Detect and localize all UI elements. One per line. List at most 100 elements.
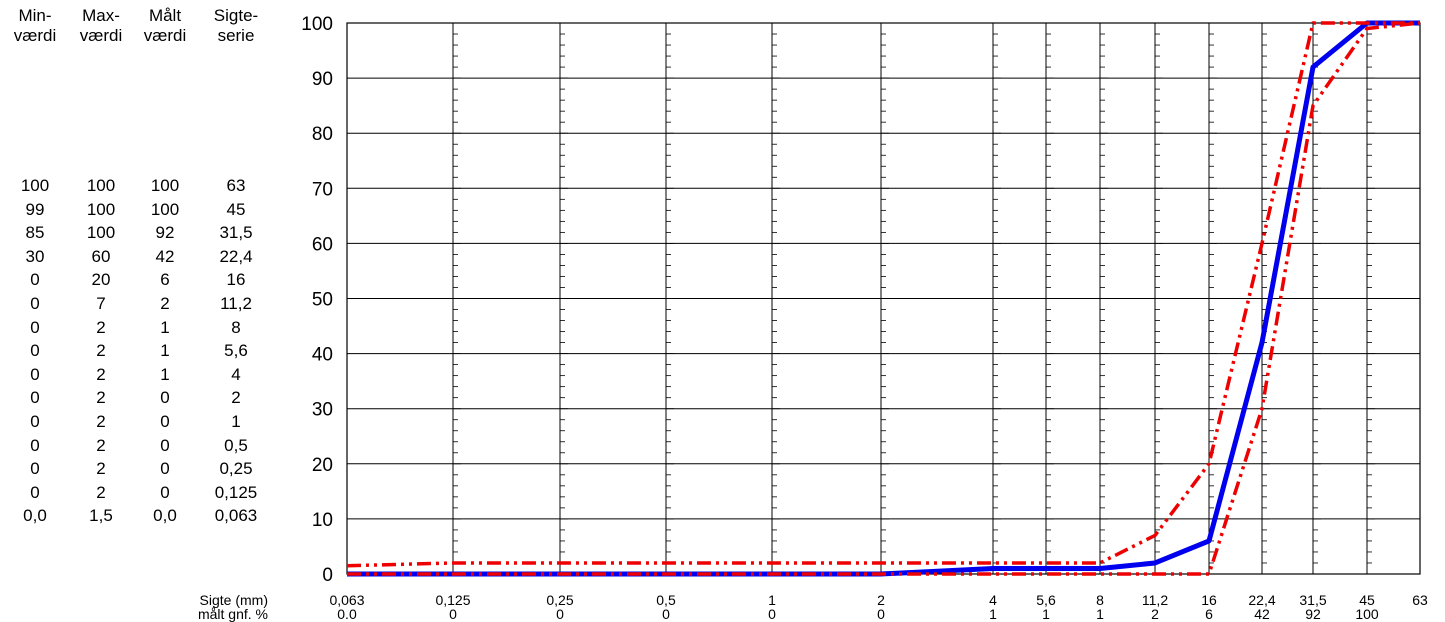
y-tick-label: 10 (312, 510, 333, 531)
table-cell: 2 (96, 388, 106, 408)
table-cell: 0 (160, 482, 170, 502)
table-cell: 20 (91, 270, 111, 290)
row2-value: 0 (556, 606, 564, 622)
x-tick-label: 0,125 (435, 592, 470, 608)
table-cell: 0 (30, 364, 40, 384)
row2-value: 6 (1205, 606, 1213, 622)
table-cell: 8 (231, 317, 241, 337)
table-cell: 1 (160, 341, 170, 361)
x-tick-label: 0,5 (656, 592, 676, 608)
row2-value: 1 (989, 606, 997, 622)
table-cell: 0,25 (219, 459, 253, 479)
table-cell: 7 (96, 294, 106, 313)
table-cell: 0 (160, 459, 170, 479)
table-header-line: serie (217, 26, 255, 45)
table-cell: 85 (25, 223, 45, 243)
row2-value: 1 (1042, 606, 1050, 622)
x-tick-label: 0,063 (329, 592, 364, 608)
table-cell: 92 (155, 223, 175, 243)
table-cell: 0 (160, 388, 170, 408)
x-tick-label: 63 (1412, 592, 1428, 608)
table-cell: 30 (25, 246, 45, 266)
y-tick-label: 70 (312, 179, 333, 200)
row2-value: 0 (662, 606, 670, 622)
table-cell: 0 (30, 435, 40, 455)
table-cell: 45 (226, 199, 246, 219)
table-cell: 100 (150, 199, 180, 219)
row2-value: 0 (768, 606, 776, 622)
table-cell: 1 (160, 317, 170, 337)
table-cell: 2 (96, 435, 106, 455)
table-cell: 0 (160, 435, 170, 455)
table-cell: 0 (30, 270, 40, 290)
x-tick-label: 16 (1201, 592, 1217, 608)
table-cell: 0,5 (224, 435, 248, 455)
table-header-line: Målt (148, 6, 182, 25)
x-tick-label: 31,5 (1299, 592, 1326, 608)
y-tick-label: 0 (322, 565, 333, 586)
limit-series-line (347, 21, 1421, 576)
x-tick-label: 11,2 (1142, 592, 1168, 608)
table-cell: 0,0 (153, 506, 177, 526)
table-cell: 16 (226, 270, 246, 290)
row2-value: 42 (1254, 606, 1270, 622)
table-cell: 63 (226, 176, 246, 195)
table-cell: 6 (160, 270, 170, 290)
row2-value: 0.0 (337, 606, 357, 622)
table-cell: 1 (231, 412, 241, 431)
y-tick-label: 90 (312, 69, 333, 90)
table-cell: 2 (96, 341, 106, 361)
table-cell: 100 (86, 223, 116, 243)
table-cell: 60 (91, 246, 111, 266)
table-cell: 31,5 (219, 223, 253, 243)
y-tick-label: 40 (312, 345, 333, 366)
x-tick-label: 5,6 (1036, 592, 1056, 608)
x-axis-label: Sigte (mm) (200, 592, 268, 608)
table-cell: 100 (150, 176, 180, 195)
row2-value: 0 (877, 606, 885, 622)
table-cell: 0,0 (23, 506, 47, 526)
y-tick-label: 30 (312, 400, 333, 421)
table-cell: 2 (96, 482, 106, 502)
table-cell: 0 (160, 412, 170, 431)
table-cell: 1 (160, 364, 170, 384)
row2-value: 0 (449, 606, 457, 622)
y-tick-label: 50 (312, 290, 333, 311)
x-tick-label: 22,4 (1248, 592, 1275, 608)
value-table: Min-værdi Max-værdi Målt værdi Sigte-serie 10… (0, 6, 270, 546)
table-cell: 42 (155, 246, 175, 266)
y-tick-label: 20 (312, 455, 333, 476)
table-header: Målt værdi (134, 6, 196, 46)
row2-value: 2 (1151, 606, 1159, 622)
table-cell: 100 (86, 199, 116, 219)
table-header-line: værdi (79, 26, 123, 45)
table-cell: 2 (96, 412, 106, 431)
table-header-line: Sigte- (213, 6, 259, 25)
x-tick-label: 45 (1359, 592, 1375, 608)
table-cell: 22,4 (219, 246, 253, 266)
table-cell: 2 (231, 388, 241, 408)
x-tick-label: 1 (768, 592, 776, 608)
row2-value: 92 (1305, 606, 1321, 622)
x-tick-label: 8 (1096, 592, 1104, 608)
table-header-line: Max- (82, 6, 120, 25)
row2-value: 1 (1096, 606, 1104, 622)
x-tick-label: 0,25 (546, 592, 573, 608)
table-cell: 0,125 (214, 482, 258, 502)
table-header: Sigte-serie (205, 6, 267, 46)
table-cell: 0 (30, 341, 40, 361)
y-tick-label: 60 (312, 234, 333, 255)
table-header: Max-værdi (70, 6, 132, 46)
table-cell: 0 (30, 294, 40, 313)
table-cell: 0 (30, 412, 40, 431)
table-cell: 5,6 (224, 341, 248, 361)
table-header-line: Min- (18, 6, 52, 25)
table-header-line: værdi (13, 26, 57, 45)
table-cell: 0 (30, 482, 40, 502)
table-cell: 0,063 (214, 506, 258, 526)
table-cell: 2 (96, 364, 106, 384)
table-cell: 1,5 (89, 506, 113, 526)
table-cell: 99 (25, 199, 45, 219)
row2-value: 100 (1355, 606, 1379, 622)
